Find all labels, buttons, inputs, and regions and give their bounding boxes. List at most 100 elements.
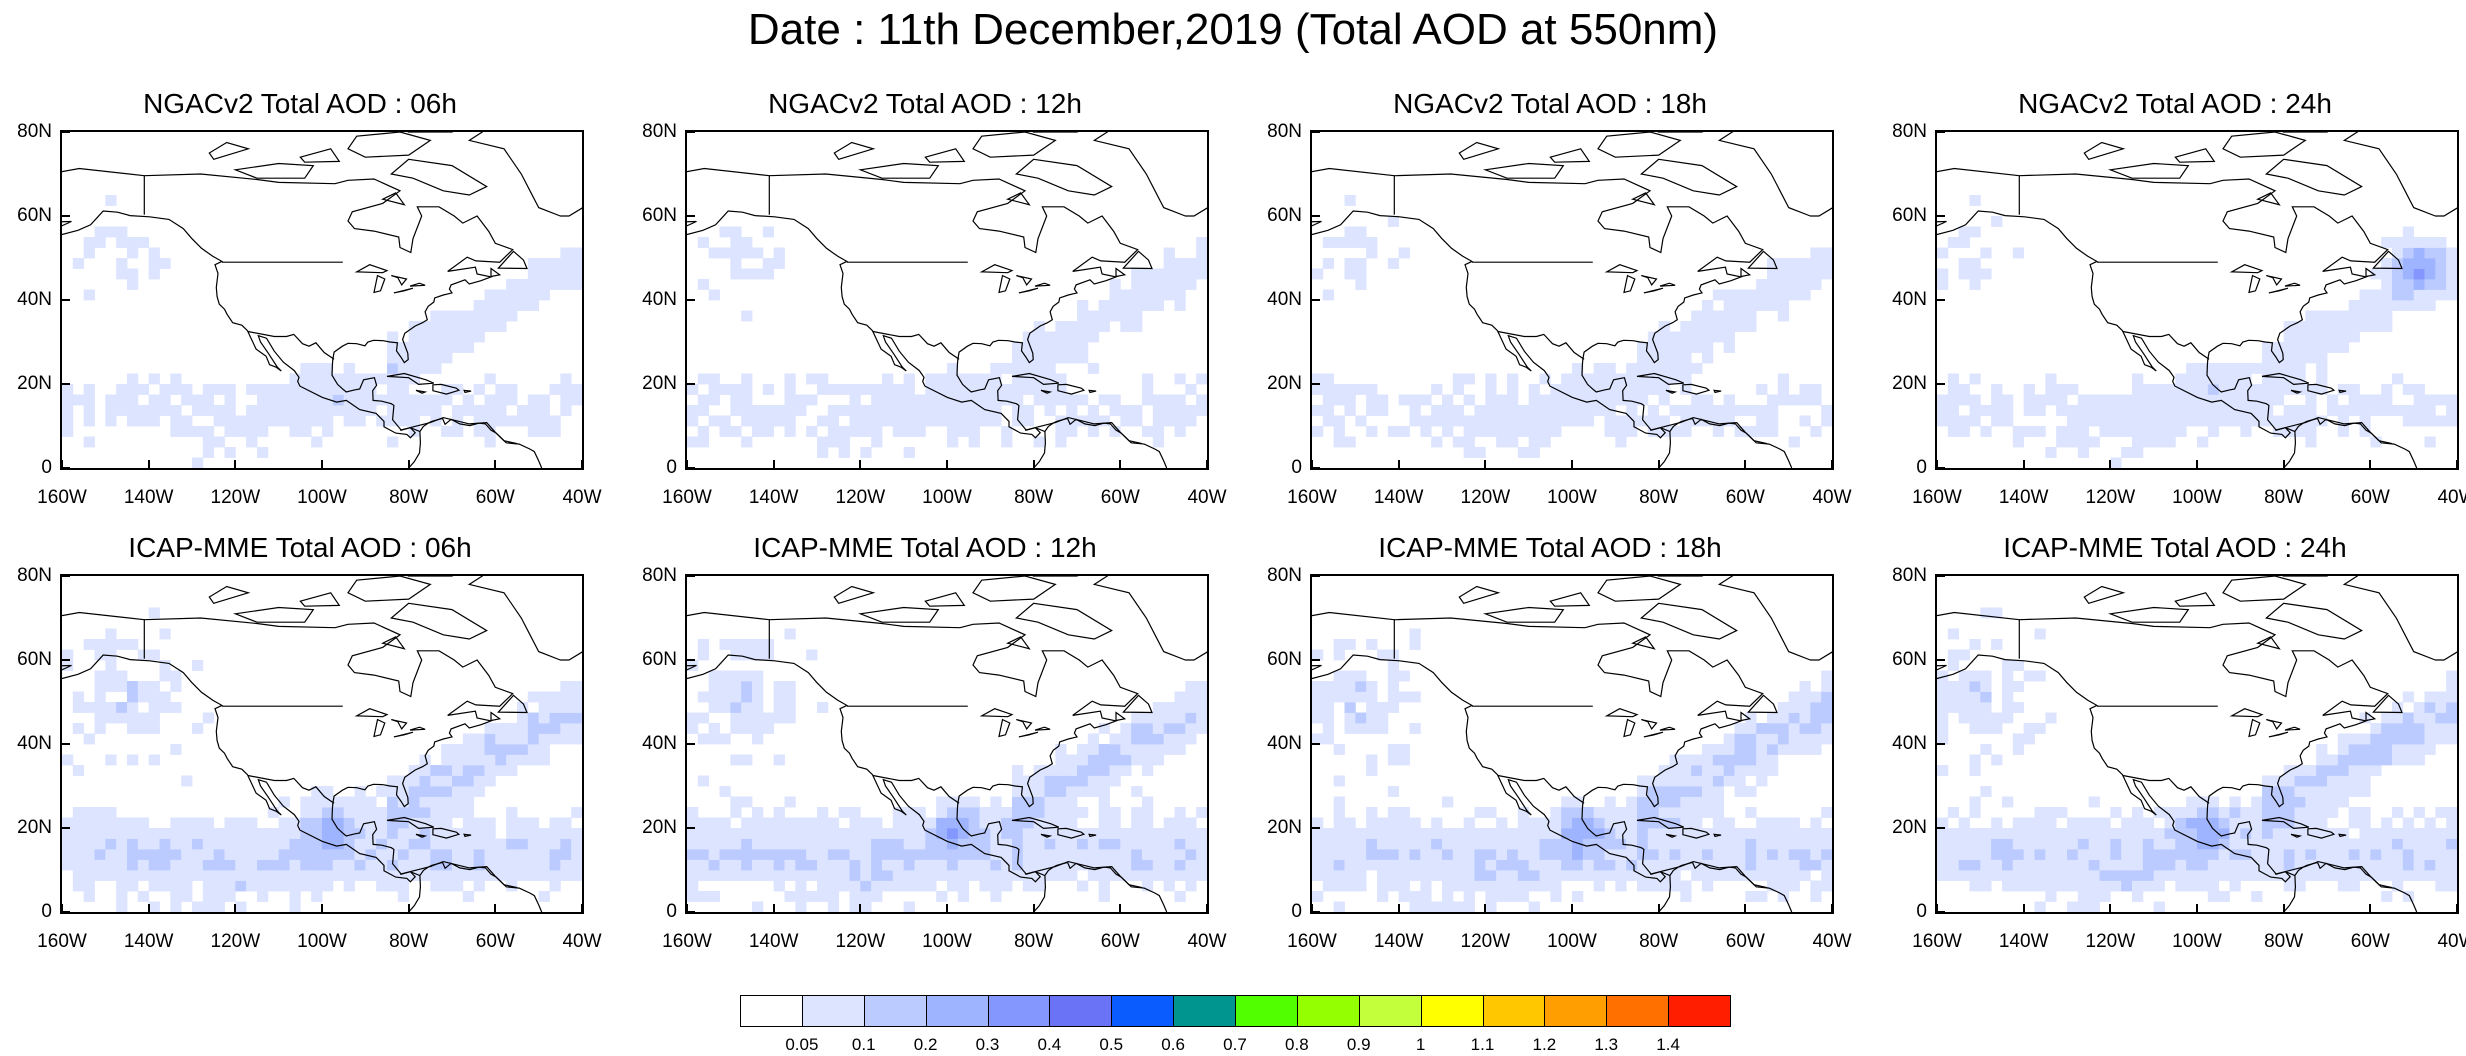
aod-cell	[430, 342, 442, 353]
aod-cell	[462, 394, 475, 406]
aod-cell	[2294, 880, 2306, 892]
aod-cell	[116, 681, 128, 692]
aod-cell	[1442, 838, 1454, 850]
aod-cell	[332, 849, 345, 860]
aod-cell	[2175, 849, 2187, 860]
aod-cell	[1142, 754, 1154, 766]
aod-cell	[127, 415, 139, 427]
aod-cell	[1420, 870, 1432, 881]
aod-cell	[2110, 426, 2122, 437]
aod-cell	[527, 817, 540, 829]
aod-cell	[1680, 891, 1692, 902]
aod-cell	[1120, 310, 1132, 322]
aod-cell	[2186, 880, 2198, 892]
aod-cell	[1691, 310, 1703, 322]
aod-cell	[762, 723, 775, 734]
aod-cell	[1517, 807, 1530, 818]
aod-cell	[2142, 859, 2155, 871]
aod-cell	[1767, 765, 1779, 776]
aod-cell	[332, 859, 345, 871]
aod-cell	[495, 765, 507, 776]
aod-cell	[560, 712, 572, 724]
aod-cell	[882, 849, 894, 860]
aod-cell	[936, 828, 948, 839]
aod-cell	[1322, 702, 1335, 713]
aod-cell	[1756, 859, 1768, 871]
aod-cell	[72, 880, 85, 892]
aod-cell	[1077, 838, 1089, 850]
x-tick	[321, 460, 323, 468]
aod-cell	[1485, 901, 1497, 912]
x-tick-label: 160W	[662, 487, 712, 508]
aod-cell	[1947, 415, 1960, 427]
aod-cell	[1142, 712, 1154, 724]
aod-cell	[1344, 723, 1356, 734]
aod-cell	[527, 849, 540, 860]
aod-cell	[387, 331, 399, 343]
aod-cell	[1409, 628, 1421, 640]
aod-cell	[484, 394, 496, 406]
aod-cell	[697, 436, 710, 448]
aod-cell	[1745, 786, 1757, 797]
aod-cell	[1593, 880, 1605, 892]
aod-cell	[560, 702, 572, 713]
y-tick	[62, 131, 70, 133]
aod-cell	[1799, 733, 1811, 745]
great-lake	[2229, 264, 2264, 274]
aod-cell	[1550, 849, 1562, 860]
aod-cell	[1098, 828, 1110, 839]
aod-cell	[452, 849, 464, 860]
x-tick	[1657, 460, 1660, 468]
aod-cell	[517, 405, 529, 416]
y-tick	[1937, 131, 1945, 133]
aod-cell	[495, 723, 507, 734]
aod-cell	[903, 817, 915, 829]
aod-cell	[1539, 838, 1551, 850]
aod-cell	[1810, 394, 1822, 406]
aod-cell	[527, 426, 540, 437]
aod-cell	[1066, 796, 1078, 808]
aod-cell	[116, 859, 128, 871]
aod-cell	[1756, 289, 1768, 301]
aod-cell	[441, 765, 453, 776]
aod-cell	[1991, 859, 2003, 871]
aod-cell	[827, 436, 840, 448]
aod-cell	[719, 247, 731, 259]
x-tick-label: 60W	[1100, 931, 1140, 952]
aod-cell	[289, 373, 301, 385]
aod-cell	[2218, 849, 2230, 860]
aod-cell	[343, 807, 355, 818]
aod-cell	[1033, 828, 1045, 839]
aod-cell	[2110, 838, 2122, 850]
aod-cell	[1496, 880, 1508, 892]
aod-cell	[2370, 405, 2382, 416]
aod-cell	[697, 237, 710, 248]
aod-cell	[397, 870, 410, 881]
aod-cell	[979, 817, 991, 829]
aod-cell	[1066, 828, 1078, 839]
aod-cell	[784, 681, 796, 692]
aod-cell	[192, 901, 204, 912]
aod-cell	[2381, 394, 2393, 406]
y-tick-label: 0	[1291, 901, 1302, 922]
aod-cell	[1821, 733, 1832, 745]
aod-cell	[968, 817, 980, 829]
aod-cell	[1496, 870, 1508, 881]
aod-cell	[1767, 712, 1779, 724]
aod-cell	[1131, 415, 1143, 427]
aod-cell	[365, 838, 377, 850]
aod-cell	[1312, 681, 1324, 692]
aod-cell	[2316, 373, 2328, 385]
aod-cell	[116, 670, 128, 682]
aod-cell	[2446, 859, 2457, 871]
aod-cell	[1120, 415, 1132, 427]
aod-cell	[538, 426, 550, 437]
aod-cell	[1702, 744, 1714, 755]
aod-cell	[1788, 859, 1800, 871]
aod-cell	[300, 838, 312, 850]
aod-cell	[687, 384, 699, 395]
aod-cell	[1669, 352, 1681, 364]
aod-cell	[1572, 817, 1584, 829]
aod-cell	[2381, 828, 2393, 839]
aod-cell	[2132, 436, 2144, 448]
